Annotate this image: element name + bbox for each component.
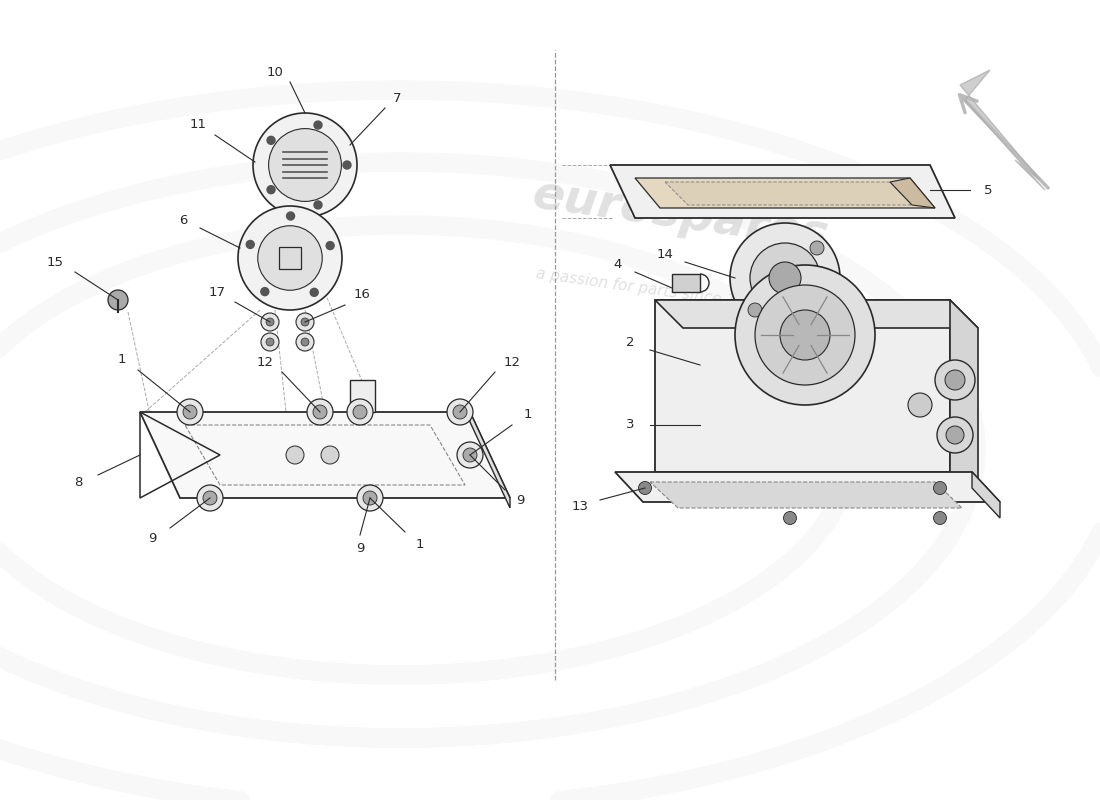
Polygon shape	[654, 300, 950, 472]
Text: a passion for parts since 1983: a passion for parts since 1983	[535, 266, 766, 314]
Circle shape	[346, 399, 373, 425]
Circle shape	[934, 482, 946, 494]
Text: 11: 11	[189, 118, 207, 131]
Text: eurospares: eurospares	[529, 172, 830, 258]
Text: 5: 5	[983, 183, 992, 197]
Polygon shape	[140, 412, 510, 498]
Polygon shape	[960, 70, 1045, 190]
Polygon shape	[890, 178, 935, 208]
Circle shape	[946, 426, 964, 444]
Bar	[672, 274, 700, 292]
Text: 1: 1	[524, 409, 532, 422]
Text: 15: 15	[46, 255, 64, 269]
Circle shape	[730, 223, 840, 333]
Circle shape	[326, 242, 334, 250]
Circle shape	[257, 226, 322, 290]
Text: 1: 1	[118, 354, 127, 366]
Polygon shape	[470, 412, 510, 508]
Polygon shape	[666, 182, 912, 205]
Text: 6: 6	[179, 214, 187, 226]
Text: 4: 4	[614, 258, 623, 271]
Circle shape	[301, 338, 309, 346]
Text: 9: 9	[355, 542, 364, 554]
Circle shape	[343, 161, 351, 169]
Polygon shape	[654, 300, 978, 328]
Circle shape	[937, 417, 974, 453]
Circle shape	[456, 442, 483, 468]
Circle shape	[748, 303, 762, 317]
Bar	[279, 247, 301, 269]
Circle shape	[310, 288, 318, 296]
Circle shape	[358, 485, 383, 511]
Circle shape	[755, 285, 855, 385]
Circle shape	[935, 360, 975, 400]
Circle shape	[246, 241, 254, 249]
Circle shape	[261, 333, 279, 351]
Text: 17: 17	[209, 286, 226, 298]
Circle shape	[301, 318, 309, 326]
Circle shape	[266, 318, 274, 326]
Polygon shape	[635, 178, 935, 208]
Text: 2: 2	[626, 335, 635, 349]
Polygon shape	[610, 165, 955, 218]
Text: 9: 9	[147, 531, 156, 545]
Circle shape	[453, 405, 468, 419]
Text: 12: 12	[504, 355, 520, 369]
Circle shape	[750, 243, 820, 313]
Circle shape	[307, 399, 333, 425]
Circle shape	[253, 113, 358, 217]
Circle shape	[108, 290, 128, 310]
Circle shape	[177, 399, 204, 425]
Circle shape	[183, 405, 197, 419]
Text: 10: 10	[266, 66, 284, 78]
Circle shape	[908, 393, 932, 417]
Text: 12: 12	[256, 355, 274, 369]
Text: 3: 3	[626, 418, 635, 431]
Circle shape	[353, 405, 367, 419]
Circle shape	[267, 136, 275, 144]
Polygon shape	[350, 380, 375, 412]
Circle shape	[266, 338, 274, 346]
Circle shape	[447, 399, 473, 425]
Circle shape	[267, 186, 275, 194]
Circle shape	[261, 288, 268, 296]
Circle shape	[238, 206, 342, 310]
Circle shape	[769, 262, 801, 294]
Polygon shape	[950, 300, 978, 500]
Polygon shape	[615, 472, 1000, 502]
Text: 7: 7	[393, 91, 402, 105]
Circle shape	[261, 313, 279, 331]
Circle shape	[945, 370, 965, 390]
Circle shape	[810, 241, 824, 255]
Circle shape	[363, 491, 377, 505]
Circle shape	[204, 491, 217, 505]
Text: 16: 16	[353, 289, 371, 302]
Text: 1: 1	[416, 538, 425, 550]
Circle shape	[268, 129, 341, 202]
Circle shape	[296, 333, 314, 351]
Text: 13: 13	[572, 501, 588, 514]
Circle shape	[314, 405, 327, 419]
Circle shape	[934, 511, 946, 525]
Circle shape	[638, 482, 651, 494]
Circle shape	[321, 446, 339, 464]
Circle shape	[314, 201, 322, 209]
Text: 8: 8	[74, 475, 82, 489]
Circle shape	[735, 265, 874, 405]
Circle shape	[296, 313, 314, 331]
Circle shape	[197, 485, 223, 511]
Polygon shape	[972, 472, 1000, 518]
Circle shape	[783, 511, 796, 525]
Polygon shape	[650, 482, 962, 508]
Circle shape	[314, 121, 322, 129]
Text: 9: 9	[516, 494, 525, 506]
Circle shape	[780, 310, 830, 360]
Circle shape	[463, 448, 477, 462]
Text: 14: 14	[657, 249, 673, 262]
Circle shape	[287, 212, 295, 220]
Circle shape	[286, 446, 304, 464]
